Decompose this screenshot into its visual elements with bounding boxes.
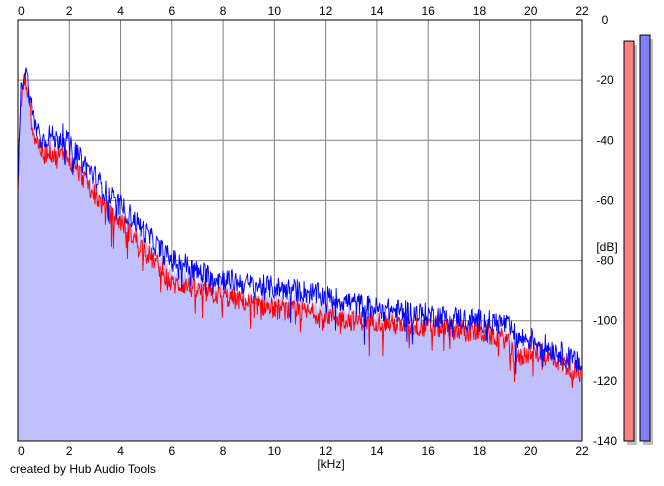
footer-credit: created by Hub Audio Tools	[10, 462, 156, 476]
level-meter-bar	[623, 40, 635, 442]
x-tick-label-top: 10	[268, 4, 282, 18]
x-tick-label-top: 4	[117, 4, 124, 18]
tick-layer: 002244668810101212141416161818202022220-…	[18, 4, 617, 458]
x-tick-label-top: 22	[575, 4, 589, 18]
series-line-blue	[17, 67, 583, 375]
x-tick-label-top: 6	[168, 4, 175, 18]
x-tick-label-bottom: 0	[18, 444, 25, 458]
x-tick-label-bottom: 4	[117, 444, 124, 458]
x-tick-label-top: 20	[524, 4, 538, 18]
x-tick-label-bottom: 18	[473, 444, 487, 458]
plot-border	[17, 19, 583, 442]
x-tick-label-top: 16	[422, 4, 436, 18]
level-meters	[623, 34, 653, 446]
y-tick-label: -80	[596, 254, 614, 268]
y-axis-label: [dB]	[596, 240, 617, 254]
y-tick-label: -140	[593, 434, 617, 448]
x-tick-label-bottom: 10	[268, 444, 282, 458]
x-tick-label-bottom: 14	[370, 444, 384, 458]
y-tick-label: -120	[593, 374, 617, 388]
y-tick-label: -20	[596, 73, 614, 87]
y-tick-label: -40	[596, 133, 614, 147]
series-layer	[17, 67, 583, 441]
x-tick-label-top: 18	[473, 4, 487, 18]
x-tick-label-bottom: 22	[575, 444, 589, 458]
level-meter-bar	[639, 34, 651, 442]
x-tick-label-bottom: 6	[168, 444, 175, 458]
x-tick-label-top: 14	[370, 4, 384, 18]
x-tick-label-bottom: 8	[220, 444, 227, 458]
x-tick-label-top: 0	[18, 4, 25, 18]
x-tick-label-bottom: 2	[66, 444, 73, 458]
y-tick-label: 0	[602, 13, 609, 27]
x-tick-label-top: 12	[319, 4, 333, 18]
x-tick-label-top: 8	[220, 4, 227, 18]
spectrum-fill-area	[18, 74, 582, 441]
x-tick-label-bottom: 16	[422, 444, 436, 458]
x-tick-label-top: 2	[66, 4, 73, 18]
x-axis-label: [kHz]	[317, 457, 344, 471]
y-tick-label: -100	[593, 314, 617, 328]
series-line-red	[17, 69, 582, 389]
x-tick-label-bottom: 12	[319, 444, 333, 458]
y-tick-label: -60	[596, 193, 614, 207]
x-tick-label-bottom: 20	[524, 444, 538, 458]
